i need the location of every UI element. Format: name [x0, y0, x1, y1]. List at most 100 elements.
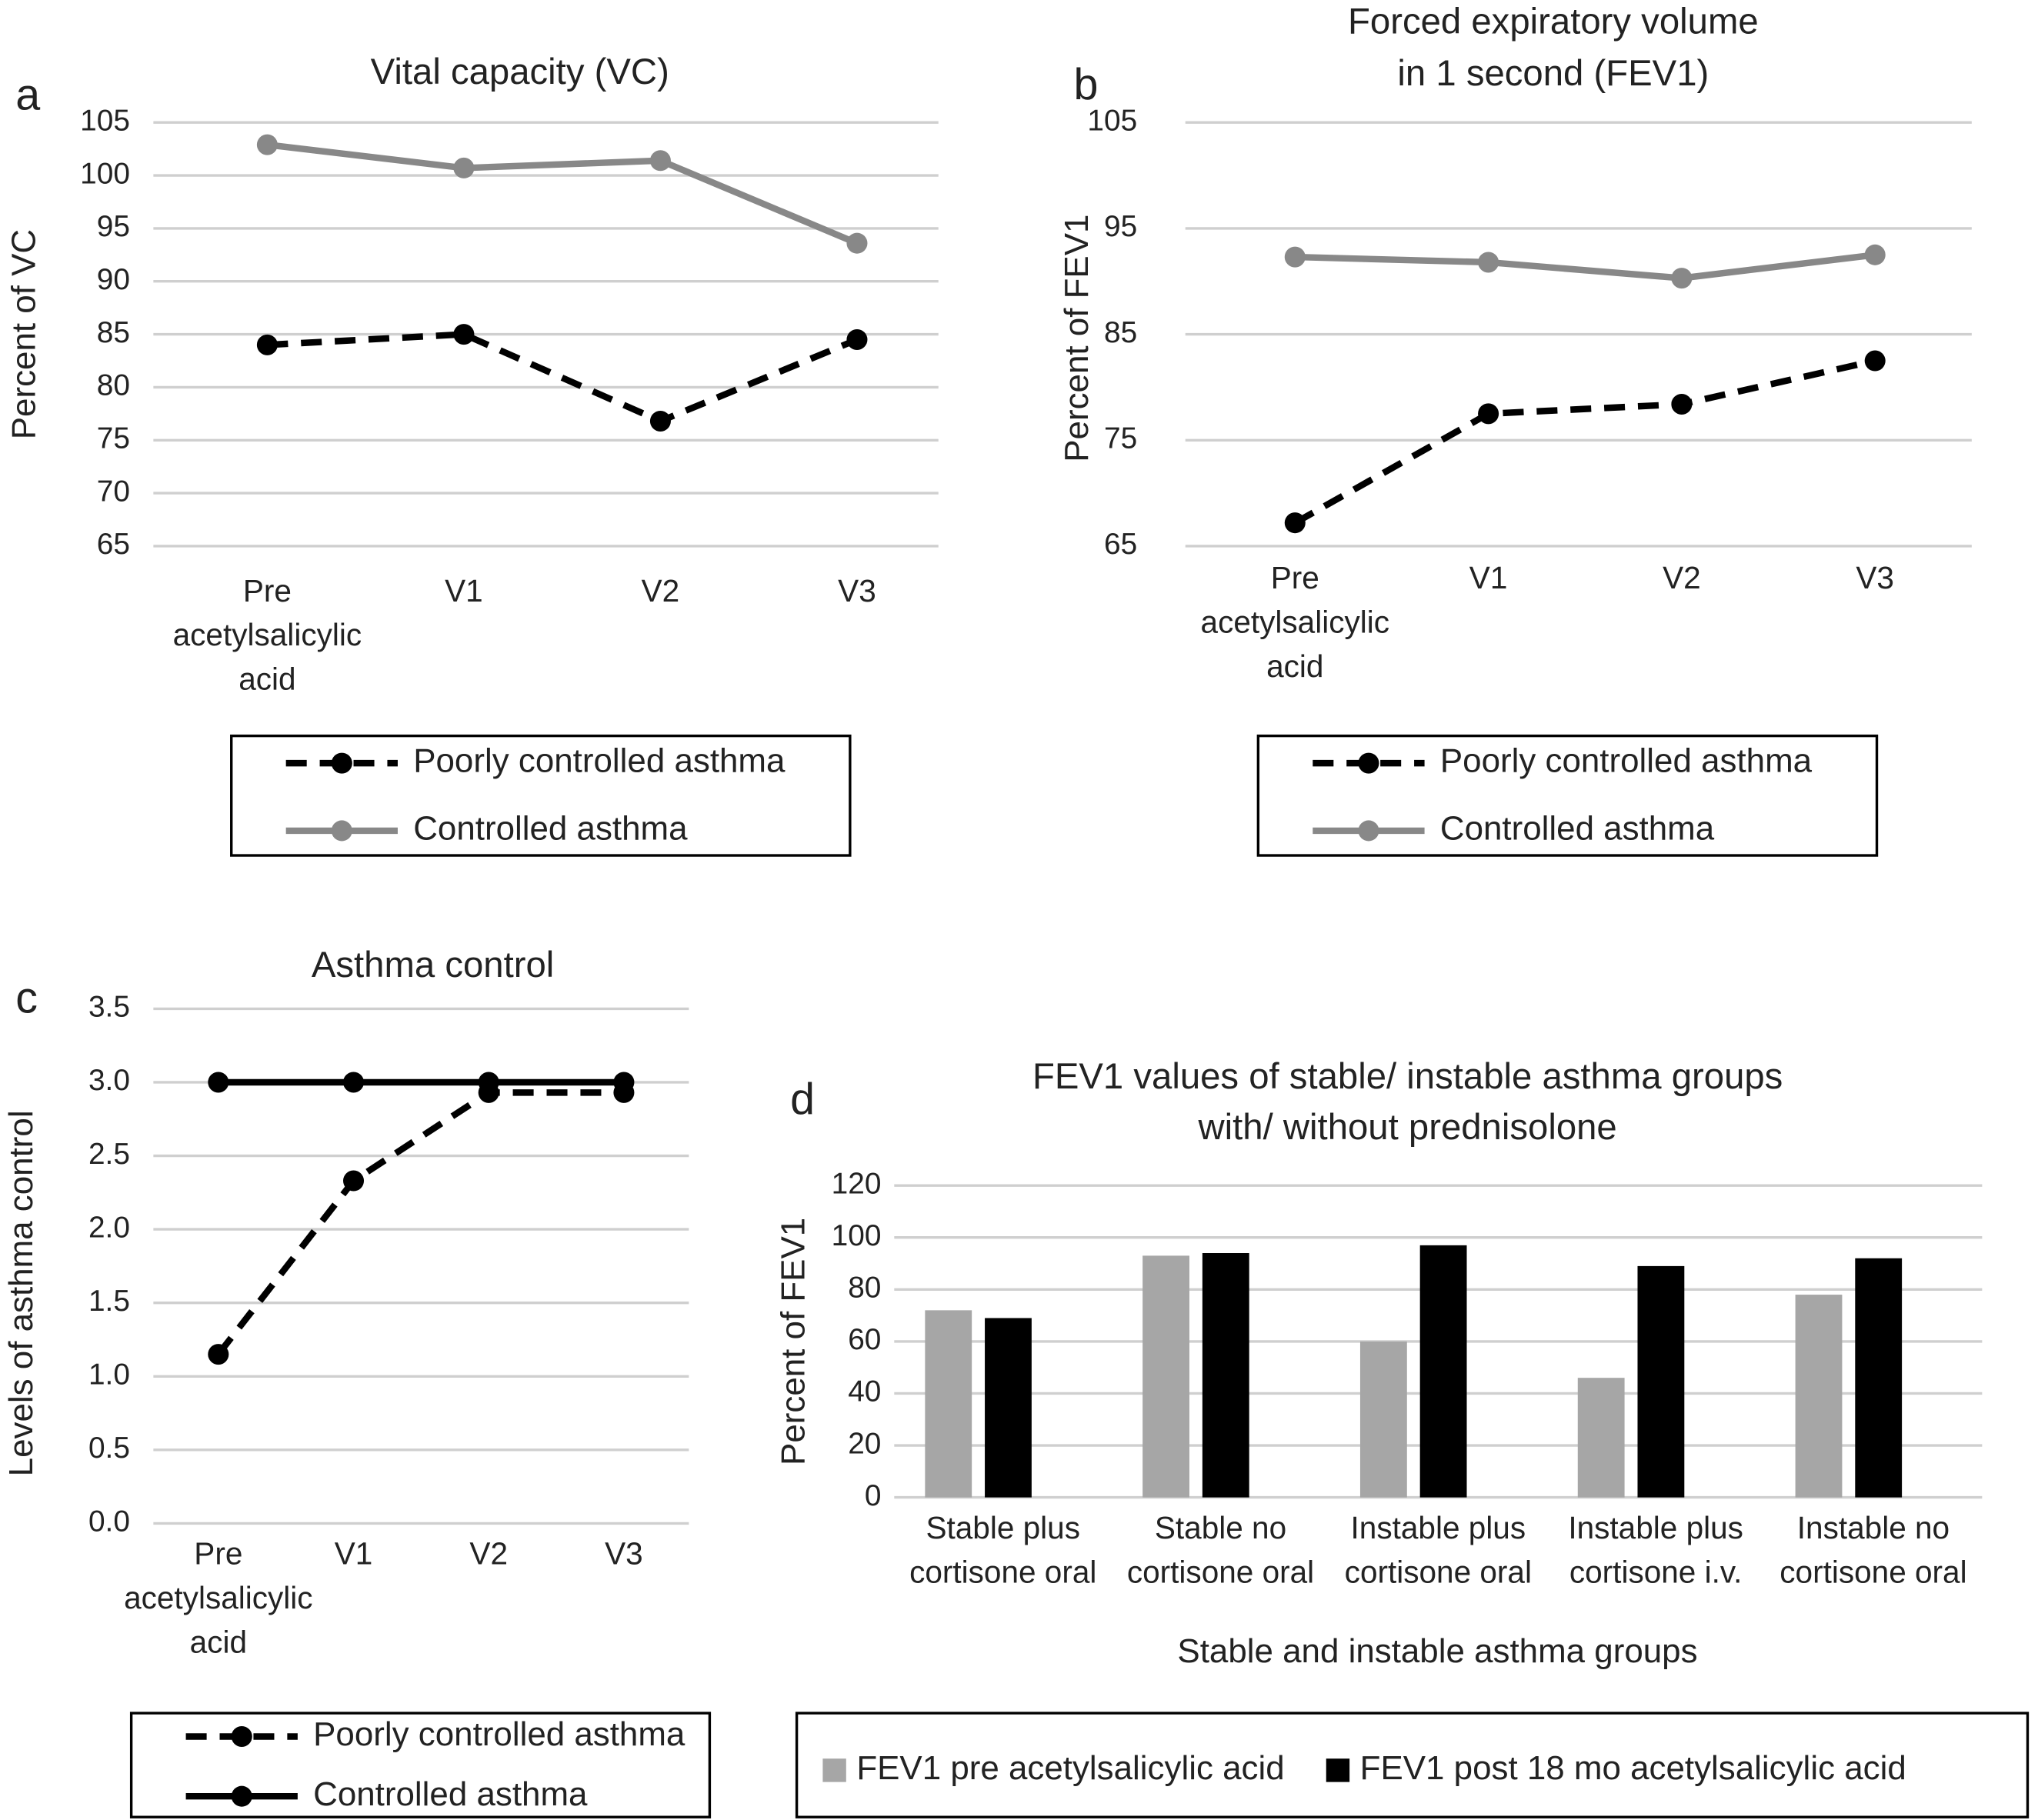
x-tick-label: Stable plus cortisone oral [909, 1510, 1096, 1589]
bar [1637, 1265, 1685, 1498]
legend-marker [1358, 820, 1379, 842]
point [846, 232, 868, 254]
legend-box [230, 734, 852, 857]
point [343, 1072, 365, 1093]
chart-title: Vital capacity (VC) [371, 52, 669, 92]
x-tick-label: V1 [1469, 560, 1508, 595]
chart-title: Asthma control [312, 945, 554, 985]
x-tick-label: Instable no cortisone oral [1779, 1510, 1966, 1589]
legend-marker [231, 1785, 252, 1807]
point [453, 324, 475, 345]
bar [1142, 1255, 1189, 1498]
point [846, 328, 868, 350]
y-tick-label: 95 [97, 210, 130, 243]
legend-label: Poorly controlled asthma [1440, 742, 1813, 780]
x-tick-label: Pre acetylsalicylic acid [1201, 560, 1390, 684]
bar [1577, 1378, 1625, 1498]
x-tick-label: Pre acetylsalicylic acid [124, 1535, 313, 1659]
chart-title: with/ without prednisolone [1198, 1107, 1617, 1148]
x-tick-label: Instable plus cortisone i.v. [1568, 1510, 1743, 1589]
legend-label: Poorly controlled asthma [313, 1715, 685, 1753]
point [1864, 350, 1886, 372]
y-axis-label: Levels of asthma control [2, 1110, 40, 1476]
y-tick-label: 20 [848, 1427, 881, 1460]
y-axis-label: Percent of FEV1 [1058, 215, 1096, 462]
y-tick-label: 90 [97, 263, 130, 296]
y-tick-label: 85 [97, 316, 130, 349]
legend-label: Controlled asthma [313, 1775, 588, 1813]
legend-label: Controlled asthma [1440, 810, 1715, 848]
y-tick-label: 105 [1087, 104, 1137, 137]
y-tick-label: 3.5 [88, 991, 130, 1024]
point [1478, 403, 1499, 425]
x-tick-label: V1 [445, 572, 483, 608]
y-tick-label: 80 [97, 369, 130, 402]
y-tick-label: 70 [97, 475, 130, 508]
point [1864, 244, 1886, 265]
bar [1202, 1253, 1249, 1498]
series-line [267, 331, 859, 425]
legend-label: FEV1 post 18 mo acetylsalicylic acid [1360, 1749, 1906, 1787]
legend-marker [231, 1725, 252, 1747]
y-tick-label: 1.5 [88, 1285, 130, 1318]
legend-marker [331, 820, 352, 842]
point [343, 1170, 365, 1192]
y-tick-label: 95 [1104, 210, 1137, 243]
legend-marker [331, 752, 352, 774]
y-tick-label: 2.5 [88, 1138, 130, 1171]
legend-box [1256, 734, 1879, 857]
panel-label: c [15, 973, 38, 1022]
bar [1359, 1341, 1407, 1498]
y-tick-label: 1.0 [88, 1358, 130, 1392]
x-tick-label: V2 [469, 1535, 508, 1571]
series-line [1295, 252, 1876, 282]
y-tick-label: 80 [848, 1272, 881, 1305]
x-axis-label: Stable and instable asthma groups [1177, 1632, 1697, 1670]
panel: b Forced expiratory volume in 1 second (FE… [1058, 1, 1972, 857]
panel: d FEV1 values of stable/ instable asthma … [775, 1056, 2030, 1818]
chart-title: FEV1 values of stable/ instable asthma g… [1032, 1056, 1783, 1097]
point [1671, 268, 1693, 289]
x-tick-label: Stable no cortisone oral [1127, 1510, 1314, 1589]
point [208, 1344, 229, 1365]
bar [1795, 1295, 1843, 1498]
legend-label: Controlled asthma [413, 810, 688, 848]
x-tick-label: V1 [335, 1535, 373, 1571]
bar [925, 1310, 972, 1498]
y-tick-label: 65 [1104, 528, 1137, 561]
y-tick-label: 75 [1104, 422, 1137, 455]
panel-label: a [15, 70, 40, 119]
panel: c Asthma control Levels of asthma control 0… [2, 945, 712, 1818]
x-tick-label: V3 [605, 1535, 643, 1571]
y-axis-label: Percent of VC [5, 229, 42, 439]
series-line [215, 1089, 624, 1357]
point [1671, 393, 1693, 415]
legend-label: FEV1 pre acetylsalicylic acid [856, 1749, 1284, 1787]
y-tick-label: 105 [80, 104, 130, 137]
point [1284, 246, 1306, 268]
point [453, 157, 475, 178]
y-tick-label: 85 [1104, 316, 1137, 349]
legend-label: Poorly controlled asthma [413, 742, 786, 780]
legend-box [795, 1712, 2030, 1818]
x-tick-label: V3 [838, 572, 876, 608]
bar [1419, 1245, 1467, 1498]
legend-box [129, 1712, 712, 1818]
point [649, 410, 671, 432]
bar [1855, 1258, 1903, 1498]
point [1478, 252, 1499, 273]
chart-title: Forced expiratory volume [1348, 1, 1759, 42]
y-tick-label: 0.5 [88, 1432, 130, 1465]
point [1284, 512, 1306, 534]
series-line [266, 141, 859, 247]
point [256, 334, 278, 355]
y-tick-label: 75 [97, 422, 130, 455]
x-tick-label: V3 [1856, 560, 1894, 595]
point [613, 1072, 635, 1093]
point [256, 134, 278, 155]
chart-title: in 1 second (FEV1) [1397, 53, 1709, 94]
legend-swatch [822, 1758, 846, 1782]
point [208, 1072, 229, 1093]
